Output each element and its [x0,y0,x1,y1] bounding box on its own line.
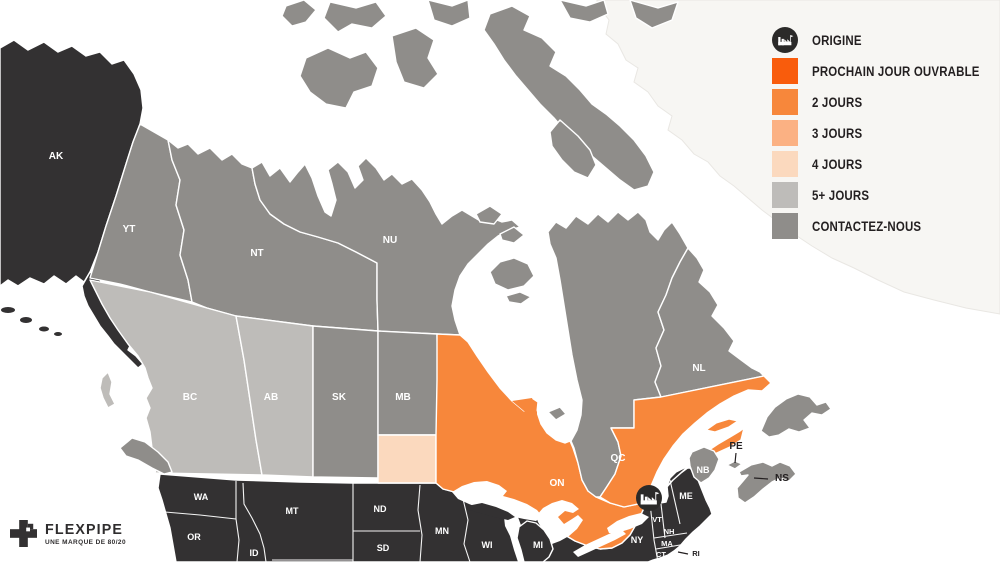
greenland-faint-outline [596,0,1000,315]
region-label-WA: WA [194,492,209,502]
region-label-YT: YT [123,224,136,235]
region-label-SD: SD [377,543,390,553]
region-label-ME: ME [679,491,693,501]
region-label-NL: NL [692,363,705,374]
region-label-NU: NU [383,235,397,246]
arctic-islands [281,0,679,421]
region-nova-scotia [736,461,797,504]
legend-row-2-jours: 2 JOURS [772,89,1000,115]
legend-row-5-jours: 5+ JOURS [772,182,1000,208]
region-label-OR: OR [187,532,201,542]
swatch-4-jours [772,151,798,177]
swatch-3-jours [772,120,798,146]
callout-lines [677,452,769,555]
legend-label: CONTACTEZ-NOUS [812,218,922,234]
legend-row-4-jours: 4 JOURS [772,151,1000,177]
PE-line [734,452,737,464]
region-label-CT: CT [656,550,666,559]
region-label-NT: NT [250,248,263,259]
island-anticosti [705,418,739,433]
lake-ontario [607,513,649,533]
state-michigan-lower [516,520,554,562]
state-michigan-upper [467,503,515,520]
lake-erie [573,529,626,557]
swatch-prochain-jour [772,58,798,84]
island-haida-gwaii [99,371,116,409]
legend-label: 3 JOURS [812,125,863,141]
swatch-5-jours [772,182,798,208]
brand-tagline: UNE MARQUE DE 80/20 [45,538,126,546]
region-label-MA: MA [661,539,673,548]
island-vancouver [119,437,173,475]
NS-line [753,477,769,480]
aleutian-islands [1,307,62,336]
legend-label: PROCHAIN JOUR OUVRABLE [812,63,980,79]
lake-superior [452,481,542,521]
region-label-SK: SK [332,392,347,403]
region-label-NB: NB [697,465,710,475]
region-label-MI: MI [533,540,543,550]
region-labrador [654,247,765,398]
region-manitoba [377,330,439,436]
RI-line [677,551,689,555]
region-new-brunswick [688,446,720,484]
swatch-2-jours [772,89,798,115]
legend-row-3-jours: 3 JOURS [772,120,1000,146]
legend-row-prochain-jour: PROCHAIN JOUR OUVRABLE [772,58,1000,84]
region-label-MN: MN [435,526,449,536]
region-labels: AK YT NT NU BC AB SK MB ON QC NL NB PE NS WA OR MT ID ND SD… [49,151,789,559]
region-label-PE: PE [729,441,743,452]
region-label-BC: BC [183,392,197,403]
region-label-NS: NS [775,473,789,484]
region-label-AB: AB [264,392,278,403]
region-label-NY: NY [631,535,644,545]
legend-label: 4 JOURS [812,156,863,172]
legend-row-contactez-nous: CONTACTEZ-NOUS [772,213,1000,239]
zone-manitoba-sud-4-jours [377,434,437,484]
origin-factory-icon [772,27,798,53]
region-ontario-bay-coast [512,398,537,418]
island-newfoundland [760,393,832,438]
region-prince-edward-island [726,460,743,470]
region-label-MB: MB [395,392,411,403]
legend-label: 5+ JOURS [812,187,870,203]
flexpipe-logo: FLEXPIPE UNE MARQUE DE 80/20 [10,520,130,547]
legend-label: 2 JOURS [812,94,863,110]
region-label-MT: MT [286,506,299,516]
region-label-ON: ON [550,478,565,489]
region-label-VT: VT [652,515,662,524]
legend-row-origine: ORIGINE [772,27,1000,53]
region-label-ID: ID [250,548,260,558]
legend: ORIGINE PROCHAIN JOUR OUVRABLE 2 JOURS 3… [772,27,1000,239]
lake-huron [536,500,583,544]
flexpipe-logo-icon [10,520,37,547]
origin-marker [636,485,662,511]
swatch-contactez-nous [772,213,798,239]
region-label-NH: NH [664,527,675,536]
region-label-QC: QC [611,453,626,464]
region-label-AK: AK [49,151,64,162]
legend-label: ORIGINE [812,32,862,48]
brand-name: FLEXPIPE [45,520,124,538]
zone-quebec-rive-sud [652,427,745,501]
region-nunavut-mainland [251,157,521,336]
region-label-ND: ND [374,504,387,514]
us-state-borders [164,479,688,562]
region-label-WI: WI [482,540,493,550]
region-label-RI: RI [692,549,700,558]
